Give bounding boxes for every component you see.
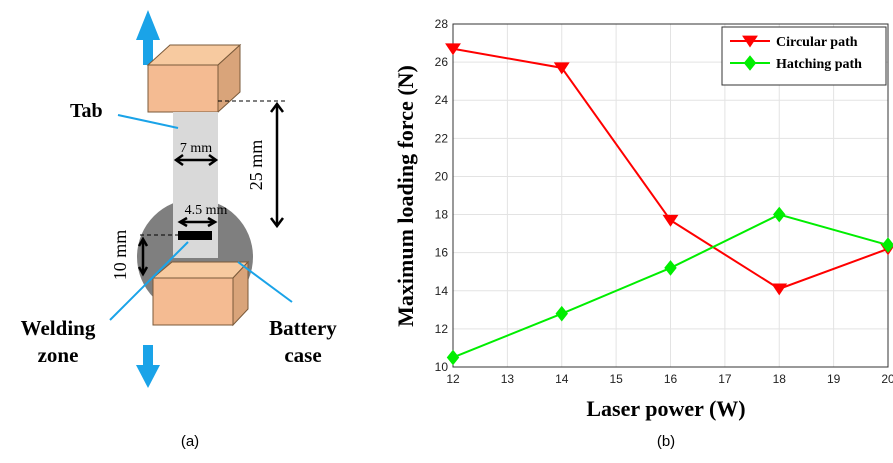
figure: Tab 7 mm 25 mm 4.5 mm 10 mm Welding zone…	[0, 0, 893, 463]
x-tick-label: 13	[501, 372, 515, 386]
x-tick-label: 17	[718, 372, 732, 386]
x-tick-label: 19	[827, 372, 841, 386]
label: Tab	[70, 100, 103, 122]
x-tick-label: 15	[609, 372, 623, 386]
y-axis-title: Maximum loading force (N)	[393, 65, 418, 327]
label: 4.5 mm	[185, 203, 228, 218]
x-axis-title: Laser power (W)	[586, 396, 745, 421]
y-tick-label: 18	[435, 208, 449, 222]
label: case	[284, 343, 321, 367]
legend-label: Hatching path	[776, 57, 862, 72]
x-tick-label: 16	[664, 372, 678, 386]
legend: Circular path Hatching path	[722, 27, 886, 85]
x-tick-label: 20	[881, 372, 893, 386]
legend-label: Circular path	[776, 35, 858, 50]
y-tick-label: 24	[435, 93, 449, 107]
label: 7 mm	[180, 141, 212, 156]
chart: (b) Laser power (W) Maximum loading forc…	[393, 17, 893, 450]
label: Battery	[269, 316, 337, 340]
caption: (b)	[657, 433, 675, 450]
diagram: Tab 7 mm 25 mm 4.5 mm 10 mm Welding zone…	[21, 10, 338, 450]
pull-arrow-up	[136, 10, 160, 40]
y-tick-label: 16	[435, 246, 449, 260]
y-tick-label: 22	[435, 131, 449, 145]
pull-arrow-down-shaft	[143, 345, 153, 365]
block-front	[148, 65, 218, 112]
y-tick-label: 28	[435, 17, 449, 31]
x-tick-label: 18	[773, 372, 787, 386]
y-tick-label: 14	[435, 284, 449, 298]
label: 25 mm	[246, 140, 266, 191]
y-tick-label: 10	[435, 360, 449, 374]
label: 10 mm	[110, 230, 130, 281]
x-tick-label: 14	[555, 372, 569, 386]
label: zone	[38, 343, 79, 367]
y-tick-label: 12	[435, 322, 449, 336]
caption: (a)	[181, 433, 199, 450]
pull-arrow-down	[136, 365, 160, 388]
x-tick-label: 12	[446, 372, 460, 386]
label: Welding	[21, 316, 96, 340]
y-tick-label: 20	[435, 169, 449, 183]
block-front	[153, 278, 233, 325]
y-tick-label: 26	[435, 55, 449, 69]
